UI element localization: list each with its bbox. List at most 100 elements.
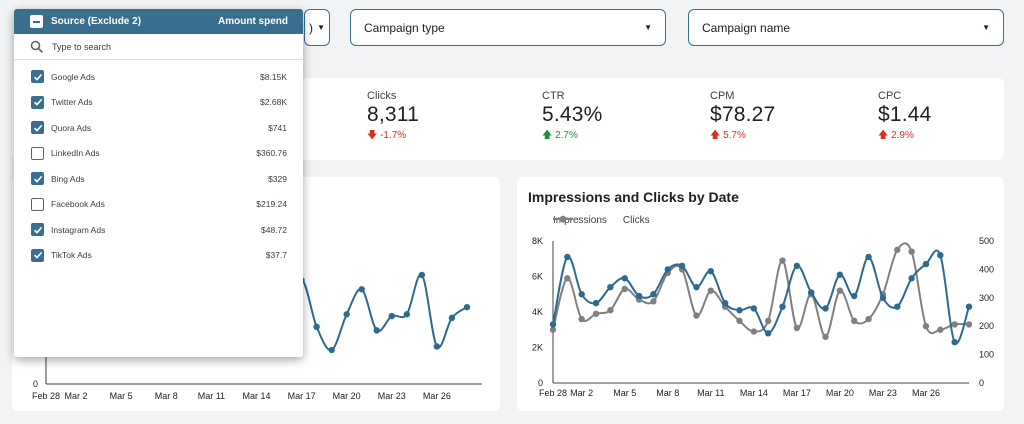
impressions-clicks-line-chart: 0 2K 4K 6K 8K 0 100 200 300 400 500 Feb 28 Mar 2 Mar … xyxy=(532,236,994,398)
data-point-clicks xyxy=(894,246,901,254)
dropdown-option-amount: $360.76 xyxy=(256,148,287,159)
campaign-name-select[interactable]: Campaign name ▼ xyxy=(688,9,1004,46)
search-placeholder: Type to search xyxy=(52,41,112,52)
data-point-clicks xyxy=(779,257,786,264)
kpi-delta: 🡇 -1.7% xyxy=(367,128,419,145)
checkbox-checked-icon[interactable] xyxy=(31,248,44,262)
dropdown-option-amount: $219.24 xyxy=(256,199,287,210)
chevron-down-icon: ▼ xyxy=(982,23,990,32)
dropdown-option-label: Facebook Ads xyxy=(51,199,105,210)
data-point-clicks xyxy=(707,287,714,294)
kpi-value: 5.43% xyxy=(542,103,603,126)
checkbox-checked-icon[interactable] xyxy=(31,223,44,237)
impressions-clicks-chart-card: Impressions and Clicks by Date Impressio… xyxy=(517,177,1004,411)
x-tick-label: Mar 14 xyxy=(740,388,768,398)
kpi-value: $1.44 xyxy=(878,103,932,126)
dropdown-option[interactable]: Bing Ads $329 xyxy=(14,166,303,192)
data-point-impressions xyxy=(879,294,887,301)
kpi-clicks: Clicks 8,311 🡇 -1.7% xyxy=(367,90,419,145)
data-point-clicks xyxy=(693,312,700,319)
x-tick-label: Mar 23 xyxy=(869,388,897,398)
dropdown-option[interactable]: Instagram Ads $48.72 xyxy=(14,217,303,243)
data-point xyxy=(328,346,335,354)
data-point xyxy=(388,312,395,320)
data-point-clicks xyxy=(736,317,743,325)
data-point xyxy=(448,314,456,322)
data-point-clicks xyxy=(793,324,801,332)
checkbox-checked-icon[interactable] xyxy=(31,70,44,84)
dropdown-search[interactable]: Type to search xyxy=(14,34,303,60)
dropdown-option-label: LinkedIn Ads xyxy=(51,148,100,159)
x-tick-label: Mar 5 xyxy=(613,388,636,398)
data-point-impressions xyxy=(894,303,901,310)
dropdown-option-label: Quora Ads xyxy=(51,122,92,133)
chart-legend: Impressions Clicks xyxy=(553,215,650,226)
chart-title: Impressions and Clicks by Date xyxy=(528,189,739,205)
y-tick-label: 0 xyxy=(33,379,38,389)
data-point-impressions xyxy=(721,299,729,307)
dropdown-option-amount: $741 xyxy=(268,122,287,133)
data-point-impressions xyxy=(693,283,700,291)
data-point-clicks xyxy=(764,317,772,325)
dropdown-option-label: TikTok Ads xyxy=(51,250,92,261)
data-point-clicks xyxy=(851,317,858,325)
data-point-clicks xyxy=(578,315,585,323)
data-point-impressions xyxy=(736,307,743,314)
data-point-clicks xyxy=(922,323,930,330)
data-point-impressions xyxy=(836,271,844,278)
data-point-clicks xyxy=(865,315,872,323)
left-line-chart: 0 Feb 28 Mar 2 Mar 5 Mar 8 Mar 11 Mar 14 Mar 17… xyxy=(32,241,482,401)
kpi-value: $78.27 xyxy=(710,103,776,126)
x-tick-label: Mar 2 xyxy=(570,388,593,398)
dropdown-option-label: Instagram Ads xyxy=(51,224,106,235)
data-point-clicks xyxy=(908,248,915,255)
checkbox-checked-icon[interactable] xyxy=(31,95,44,109)
y-right-tick-label: 100 xyxy=(979,350,994,360)
x-tick-label: Mar 8 xyxy=(155,391,178,401)
y-right-tick-label: 300 xyxy=(979,293,994,303)
dropdown-option[interactable]: Quora Ads $741 xyxy=(14,115,303,141)
dropdown-option-label: Google Ads xyxy=(51,71,95,82)
legend-label: Impressions xyxy=(553,215,607,226)
search-icon xyxy=(30,40,44,53)
arrow-up-icon: 🡅 xyxy=(542,130,553,141)
dropdown-option[interactable]: LinkedIn Ads $360.76 xyxy=(14,141,303,167)
series-line-impressions xyxy=(552,249,970,345)
source-filter-partial-text: ) xyxy=(309,20,313,35)
checkbox-checked-icon[interactable] xyxy=(31,121,44,135)
data-point-impressions xyxy=(808,289,815,296)
y-right-tick-label: 500 xyxy=(979,236,994,246)
data-point-clicks xyxy=(822,333,829,341)
checkbox-unchecked-icon[interactable] xyxy=(31,146,44,160)
dropdown-option[interactable]: TikTok Ads $37.7 xyxy=(14,243,303,269)
kpi-delta: 🡅 2.7% xyxy=(542,128,603,145)
dropdown-option[interactable]: Google Ads $8.15K xyxy=(14,64,303,90)
x-tick-label: Mar 17 xyxy=(783,388,811,398)
x-tick-label: Mar 17 xyxy=(288,391,316,401)
kpi-delta-value: 2.7% xyxy=(555,130,578,141)
data-point-impressions xyxy=(779,303,786,310)
y-left-tick-label: 0 xyxy=(538,378,543,388)
y-left-tick-label: 8K xyxy=(532,236,543,246)
kpi-delta: 🡅 5.7% xyxy=(710,128,775,145)
data-point-clicks xyxy=(650,298,657,305)
select-all-minus-checkbox[interactable] xyxy=(30,15,43,28)
data-point xyxy=(313,323,320,330)
checkbox-checked-icon[interactable] xyxy=(31,172,44,186)
kpi-delta-value: -1.7% xyxy=(380,130,407,141)
dropdown-option[interactable]: Facebook Ads $219.24 xyxy=(14,192,303,218)
data-point-impressions xyxy=(822,305,829,312)
checkbox-unchecked-icon[interactable] xyxy=(31,197,44,211)
y-right-tick-label: 200 xyxy=(979,321,994,331)
campaign-type-select[interactable]: Campaign type ▼ xyxy=(350,9,666,46)
dropdown-header-amount-label[interactable]: Amount spend xyxy=(218,16,288,27)
legend-item-clicks[interactable]: Clicks xyxy=(553,215,650,226)
x-tick-label: Feb 28 xyxy=(539,388,567,398)
data-point-impressions xyxy=(965,303,973,310)
data-point-impressions xyxy=(621,275,628,282)
dropdown-option-amount: $8.15K xyxy=(260,71,287,82)
source-filter-select[interactable]: ) ▼ xyxy=(304,9,330,46)
campaign-name-label: Campaign name xyxy=(702,20,791,35)
data-point-clicks xyxy=(750,328,758,335)
dropdown-option[interactable]: Twitter Ads $2.68K xyxy=(14,90,303,116)
